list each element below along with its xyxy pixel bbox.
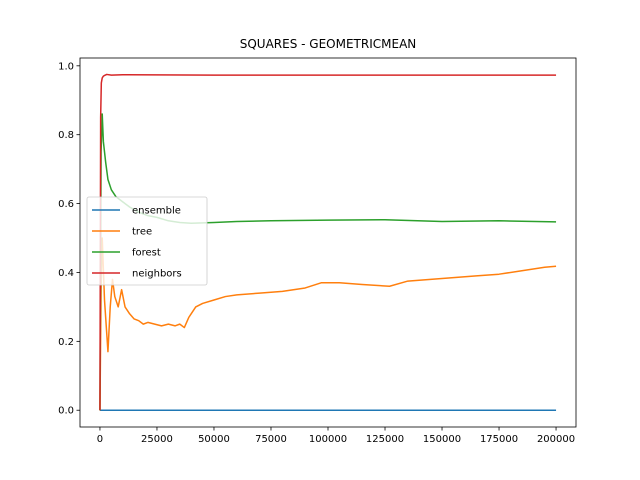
legend-box bbox=[86, 196, 208, 286]
legend-label-forest: forest bbox=[132, 248, 161, 259]
x-tick-label: 175000 bbox=[480, 434, 518, 445]
x-tick-label: 125000 bbox=[366, 434, 404, 445]
y-tick-label: 0.0 bbox=[58, 406, 74, 417]
x-tick-label: 200000 bbox=[537, 434, 575, 445]
series-line-neighbors bbox=[99, 73, 557, 411]
x-tick-label: 150000 bbox=[423, 434, 461, 445]
legend-label-tree: tree bbox=[132, 227, 152, 238]
axes-layer: 0 25000 50000 75000 100000 125000 150000 175000… bbox=[58, 61, 575, 445]
y-tick-label: 0.2 bbox=[58, 337, 74, 348]
legend-label-ensemble: ensemble bbox=[132, 206, 181, 217]
legend-label-neighbors: neighbors bbox=[132, 269, 182, 280]
legend: ensemble tree forest neighbors bbox=[86, 196, 208, 286]
x-tick-label: 75000 bbox=[255, 434, 287, 445]
y-tick-label: 1.0 bbox=[58, 61, 74, 72]
y-tick-label: 0.6 bbox=[58, 199, 74, 210]
plot-frame bbox=[79, 57, 577, 428]
x-tick-label: 100000 bbox=[309, 434, 347, 445]
y-tick-label: 0.8 bbox=[58, 130, 74, 141]
x-tick-label: 50000 bbox=[198, 434, 230, 445]
x-tick-label: 0 bbox=[97, 434, 103, 445]
y-tick-label: 0.4 bbox=[58, 268, 74, 279]
chart-title: SQUARES - GEOMETRICMEAN bbox=[240, 37, 417, 51]
x-tick-label: 25000 bbox=[141, 434, 173, 445]
